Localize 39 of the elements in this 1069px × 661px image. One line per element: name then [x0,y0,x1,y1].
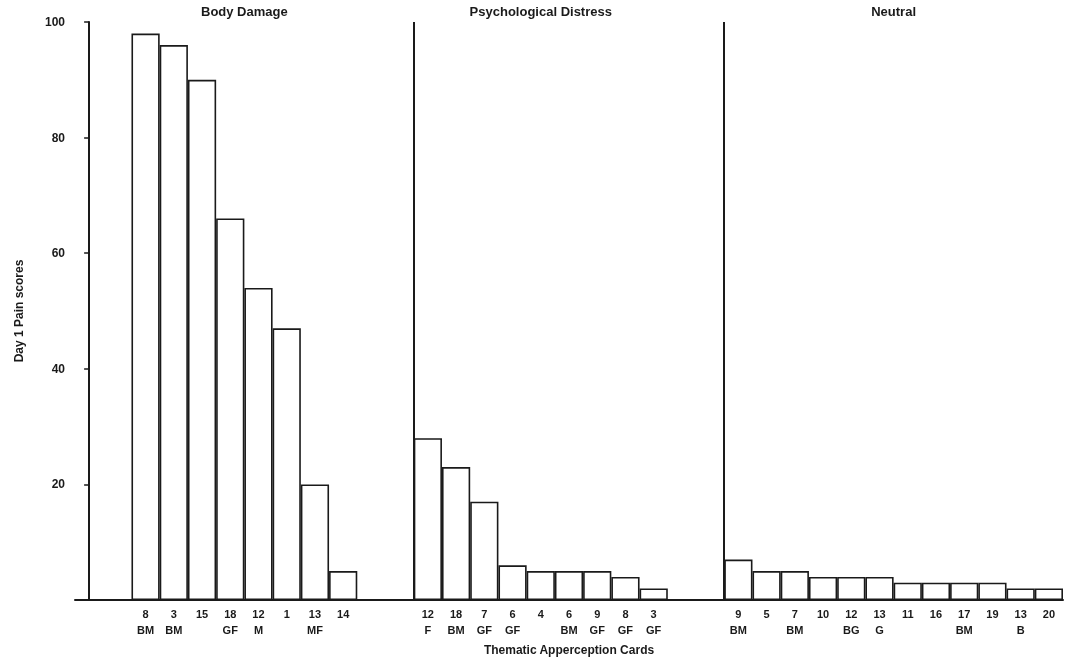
x-tick-label: 1 [283,608,290,620]
text: Neutral [871,4,917,19]
x-tick-label: 4 [537,608,545,620]
x-tick-label: 15 [195,608,209,620]
x-tick-label: 9 GF [589,608,606,636]
x-tick-label: 12 F [421,608,434,636]
x-tick-label: 3 GF [646,608,662,636]
y-tick-label: 40 [51,361,66,376]
y-tick-label: 20 [51,477,66,492]
x-tick-label: 9 BM [729,608,747,636]
x-tick-label: 12 BG [843,608,860,636]
x-tick-label: 13 B [1014,608,1027,636]
y-tick-label: 80 [51,130,66,145]
x-tick-label: 20 [1042,608,1056,620]
x-tick-label: 6 BM [560,608,578,636]
x-tick-label: 10 [816,608,830,620]
y-axis-title: Day 1 Pain scores [12,259,26,363]
x-tick-label: 3 BM [165,608,183,636]
x-axis-title: Thematic Apperception Cards [483,643,655,657]
x-tick-label: 18 BM [447,608,465,636]
x-tick-label: 17 BM [955,608,973,636]
x-tick-label: 13 MF [307,608,324,636]
y-tick-label: 100 [44,15,66,29]
x-tick-label: 19 [986,608,999,620]
x-tick-label: 13 G [873,608,886,636]
text: Body Damage [201,4,288,19]
x-tick-label: 6 GF [504,608,521,636]
x-tick-label: 5 [763,608,770,620]
x-tick-label: 7 BM [786,608,804,636]
x-tick-label: 18 GF [222,608,239,636]
text: Psychological Distress [469,4,612,19]
x-tick-label: 12 M [252,608,265,636]
x-tick-label: 8 BM [137,608,155,636]
x-tick-label: 14 [337,608,351,620]
x-tick-label: 16 [929,608,943,620]
x-tick-label: 7 GF [476,608,493,636]
x-tick-label: 8 GF [617,608,634,636]
y-tick-label: 60 [51,246,66,261]
x-tick-label: 11 [901,608,914,620]
